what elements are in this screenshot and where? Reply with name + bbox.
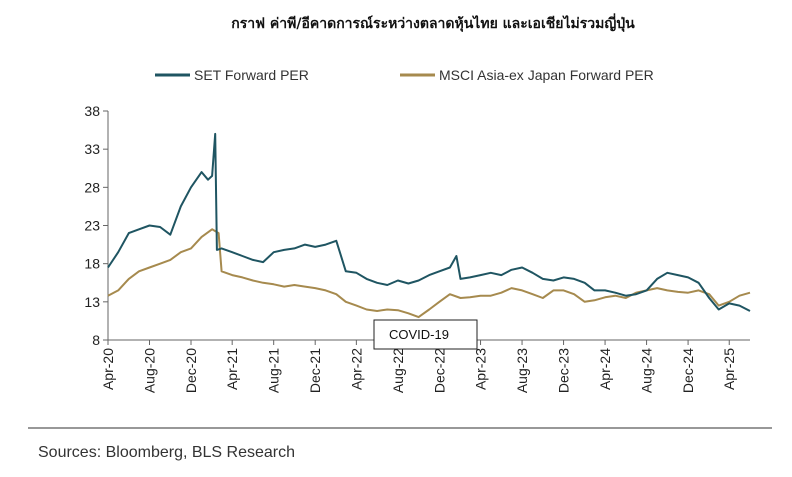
x-tick-label: Dec-23 <box>556 348 572 393</box>
legend: SET Forward PER MSCI Asia-ex Japan Forwa… <box>155 67 654 83</box>
y-tick-label: 13 <box>84 294 100 310</box>
legend-label-msci: MSCI Asia-ex Japan Forward PER <box>439 67 654 83</box>
y-axis: 8 13 18 23 28 33 38 <box>84 103 109 348</box>
annotation-box <box>373 319 478 350</box>
x-tick-label: Apr-25 <box>721 348 737 390</box>
y-tick-label: 18 <box>84 256 100 272</box>
legend-label-set: SET Forward PER <box>194 67 309 83</box>
y-tick-label: 38 <box>84 103 100 119</box>
x-tick-label: Dec-20 <box>183 348 199 393</box>
y-tick-label: 33 <box>84 141 100 157</box>
chart-title: กราฟ ค่าพี/อีคาดการณ์ระหว่างตลาดหุ้นไทย … <box>231 13 635 32</box>
x-tick-label: Apr-21 <box>224 348 240 390</box>
x-tick-label: Dec-21 <box>307 348 323 393</box>
x-tick-label: Aug-23 <box>514 348 530 393</box>
y-tick-label: 8 <box>92 332 100 348</box>
x-tick-label: Dec-22 <box>431 348 447 393</box>
x-tick-label: Apr-20 <box>100 348 116 390</box>
x-tick-label: Aug-20 <box>142 348 158 393</box>
x-tick-label: Dec-24 <box>680 348 696 393</box>
y-tick-label: 23 <box>84 218 100 234</box>
series-lines <box>107 132 751 319</box>
covid-annotation: COVID-19 <box>373 319 478 350</box>
source-note: Sources: Bloomberg, BLS Research <box>38 444 295 461</box>
x-tick-label: Aug-21 <box>266 348 282 393</box>
x-tick-label: Aug-24 <box>639 348 655 393</box>
series-line-msci-asia-ex-japan-forward-per <box>107 228 751 319</box>
series-line-set-forward-per <box>107 132 751 312</box>
x-tick-label: Apr-23 <box>473 348 489 390</box>
x-tick-label: Apr-22 <box>348 348 364 390</box>
x-axis: Apr-20 Aug-20 Dec-20 Apr-21 Aug-21 Dec-21 Apr-… <box>100 339 750 393</box>
annotation-label: COVID-19 <box>389 327 449 342</box>
x-tick-label: Apr-24 <box>597 348 613 390</box>
x-tick-label: Aug-22 <box>390 348 406 393</box>
y-tick-label: 28 <box>84 179 100 195</box>
